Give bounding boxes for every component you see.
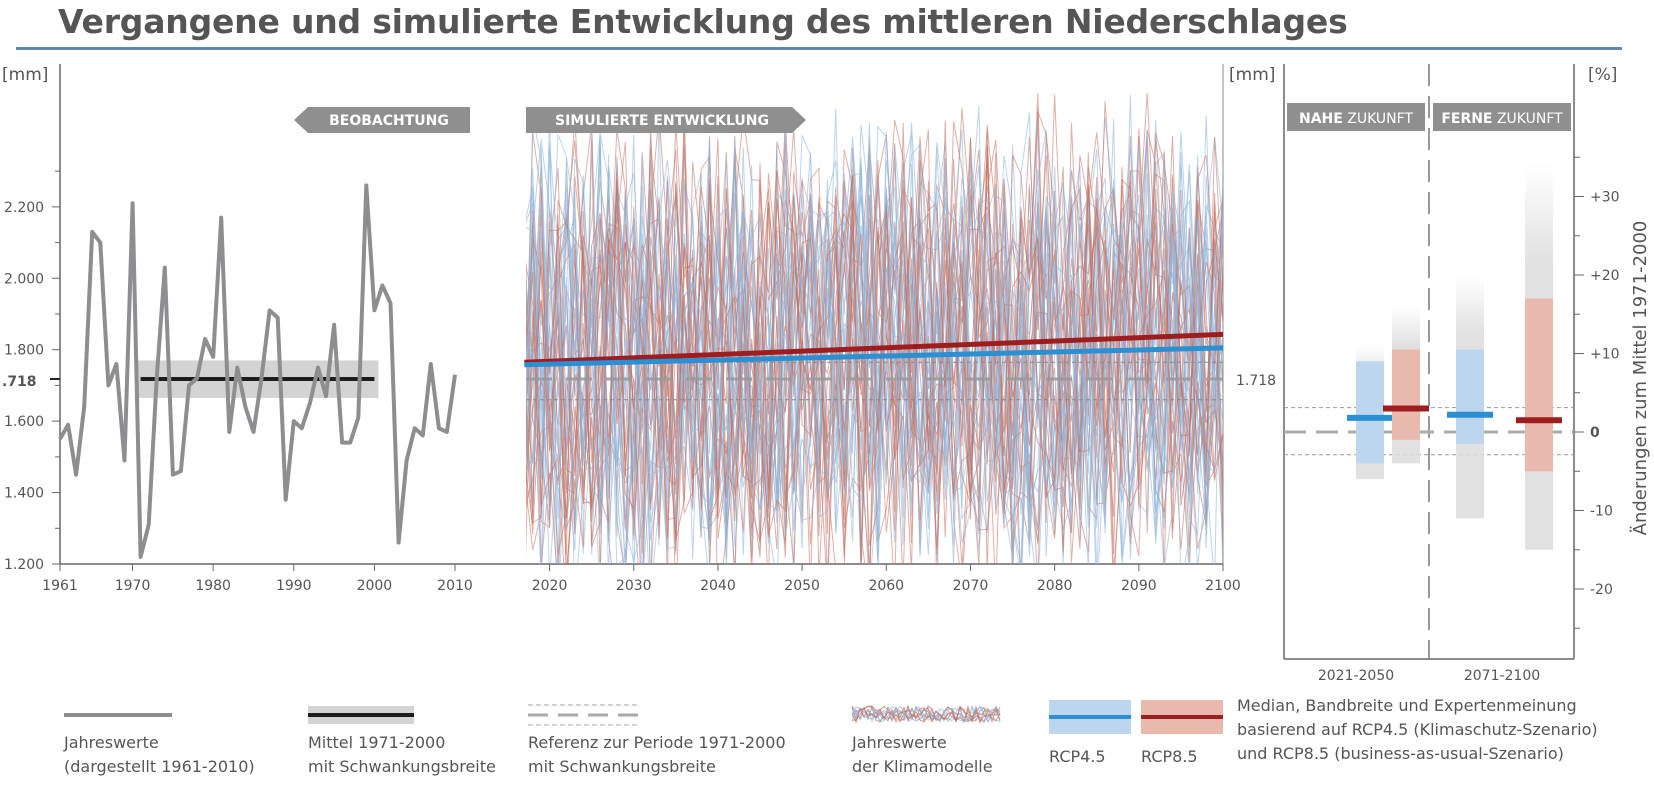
far-future-tag: FERNE ZUKUNFT (1433, 103, 1571, 131)
climate-model-line (526, 122, 1223, 564)
x-tick-label-2030: 2030 (616, 578, 652, 594)
pct-tick-label-30: +30 (1590, 190, 1620, 206)
legend-annual-line2: (dargestellt 1961-2010) (64, 757, 255, 776)
reference-label-left: .718 (2, 374, 37, 390)
near-future-tag: NAHE ZUKUNFT (1287, 103, 1425, 131)
right-y-axis-label: Änderungen zum Mittel 1971-2000 (1630, 221, 1651, 536)
x-tick-label-1990: 1990 (276, 578, 312, 594)
pct-tick-label-10: +10 (1590, 347, 1620, 363)
x-tick-label-1961: 1961 (42, 578, 78, 594)
climate-model-line (526, 154, 1223, 564)
climate-model-line (526, 128, 1223, 564)
pct-tick-label-0: 0 (1590, 425, 1600, 441)
y-tick-label-2000: 2.000 (4, 271, 44, 287)
simulation-tag: SIMULIERTE ENTWICKLUNG (526, 107, 806, 133)
rcp45-band-1 (1356, 361, 1384, 464)
observed-series-line (58, 183, 457, 559)
y-tick-label-2200: 2.200 (4, 200, 44, 216)
y-tick-label-1200: 1.200 (4, 557, 44, 573)
pct-unit-label: [%] (1588, 65, 1617, 85)
legend-median-line1: Median, Bandbreite und Expertenmeinung (1237, 696, 1577, 715)
x-tick-label-2050: 2050 (784, 578, 820, 594)
x-tick-label-2020: 2020 (532, 578, 568, 594)
rcp45-expert-fade-top-2 (1456, 275, 1484, 336)
reference-label-right: 1.718 (1236, 373, 1276, 389)
legend-mean-line2: mit Schwankungsbreite (308, 757, 496, 776)
climate-model-line (526, 94, 1223, 564)
legend-models-line1: Jahreswerte (851, 733, 947, 752)
legend-reference-line2: mit Schwankungsbreite (528, 757, 716, 776)
x-tick-label-2090: 2090 (1121, 578, 1157, 594)
y-tick-label-1400: 1.400 (4, 486, 44, 502)
climate-model-line (526, 118, 1223, 564)
period-label-1: 2021-2050 (1318, 668, 1394, 684)
rcp85-trend-line (524, 331, 1224, 365)
y-tick-label-1600: 1.600 (4, 414, 44, 430)
legend-model-line (851, 705, 1001, 724)
chart-layer: 1.200 1.400 1.600 1.800 2.000 2.200 .718 1961 19… (2, 156, 1620, 684)
legend-mean-line1: Mittel 1971-2000 (308, 733, 445, 752)
pct-tick-label--20: -20 (1590, 582, 1613, 598)
climate-model-line (526, 123, 1223, 564)
legend: Jahreswerte (dargestellt 1961-2010) Mitt… (63, 696, 1598, 776)
legend-rcp85-label: RCP8.5 (1141, 747, 1198, 766)
y-tick-label-1800: 1.800 (4, 343, 44, 359)
legend-model-line (851, 705, 1001, 724)
page-title: Vergangene und simulierte Entwicklung de… (58, 2, 1348, 41)
rcp85-band-1 (1392, 349, 1420, 440)
x-tick-label-2060: 2060 (868, 578, 904, 594)
legend-median-line2: basierend auf RCP4.5 (Klimaschutz-Szenar… (1237, 720, 1598, 739)
climate-model-lines (526, 92, 1223, 564)
simulation-tag-label: SIMULIERTE ENTWICKLUNG (555, 113, 769, 129)
legend-reference-line1: Referenz zur Periode 1971-2000 (528, 733, 786, 752)
x-tick-label-2070: 2070 (953, 578, 989, 594)
climate-model-line (526, 117, 1223, 564)
near-future-tag-label: NAHE ZUKUNFT (1299, 111, 1413, 127)
rcp45-band-2 (1456, 349, 1484, 444)
x-tick-label-2000: 2000 (357, 578, 393, 594)
climate-model-line (526, 154, 1223, 564)
x-tick-label-2080: 2080 (1037, 578, 1073, 594)
far-future-tag-label: FERNE ZUKUNFT (1441, 111, 1563, 127)
left-unit-label: [mm] (2, 65, 48, 85)
x-tick-label-2100: 2100 (1205, 578, 1241, 594)
legend-models-swatch (851, 704, 1001, 724)
observation-tag-label: BEOBACHTUNG (329, 113, 449, 129)
x-tick-label-2010: 2010 (437, 578, 473, 594)
period-label-2: 2071-2100 (1464, 668, 1540, 684)
legend-rcp45-label: RCP4.5 (1049, 747, 1106, 766)
climate-model-line (526, 134, 1223, 549)
x-tick-label-2040: 2040 (700, 578, 736, 594)
pct-tick-label--10: -10 (1590, 504, 1613, 520)
x-tick-label-1980: 1980 (195, 578, 231, 594)
title-rule (16, 47, 1622, 50)
legend-median-line3: und RCP8.5 (business-as-usual-Szenario) (1237, 744, 1564, 763)
legend-models-line2: der Klimamodelle (852, 757, 993, 776)
rcp85-expert-fade-top-1 (1392, 306, 1420, 346)
x-tick-label-1970: 1970 (115, 578, 151, 594)
rcp85-band-2 (1525, 298, 1553, 472)
rcp45-trend-line (524, 345, 1224, 368)
right-mm-unit-label: [mm] (1229, 65, 1275, 85)
pct-tick-label-20: +20 (1590, 268, 1620, 284)
rcp85-expert-fade-top-2 (1525, 165, 1553, 262)
legend-annual-line1: Jahreswerte (63, 733, 159, 752)
observation-tag: BEOBACHTUNG (294, 107, 470, 133)
